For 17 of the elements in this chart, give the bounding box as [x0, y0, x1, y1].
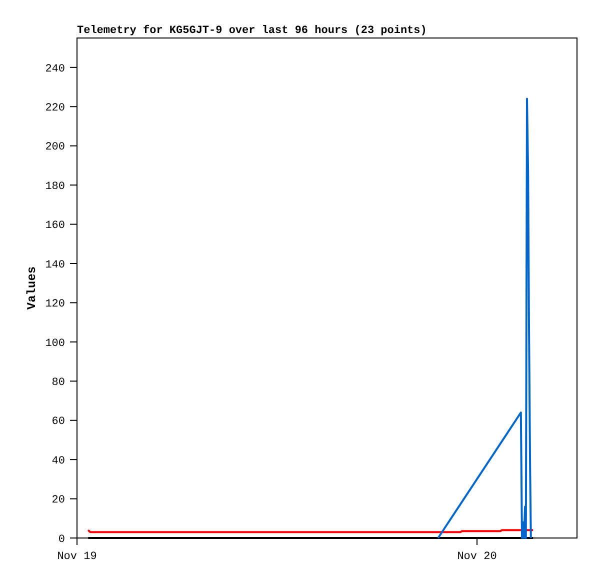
y-tick-label: 180 [45, 180, 65, 193]
y-tick-label: 20 [52, 494, 65, 507]
y-tick-label: 220 [45, 102, 65, 114]
y-tick-label: 80 [52, 376, 65, 389]
y-tick-label: 100 [45, 338, 65, 350]
x-tick-label: Nov 19 [57, 551, 97, 563]
y-tick-label: 60 [52, 416, 65, 428]
y-tick-label: 160 [45, 220, 65, 232]
chart-title: Telemetry for KG5GJT-9 over last 96 hours (23 points) [77, 24, 427, 37]
y-tick-label: 240 [45, 63, 65, 76]
y-axis-title: Values [25, 266, 39, 310]
y-tick-label: 120 [45, 298, 65, 311]
x-tick-label: Nov 20 [457, 551, 497, 563]
y-tick-label: 140 [45, 259, 65, 272]
y-tick-label: 0 [58, 534, 65, 546]
y-tick-label: 40 [52, 455, 65, 468]
y-tick-label: 200 [45, 142, 65, 154]
